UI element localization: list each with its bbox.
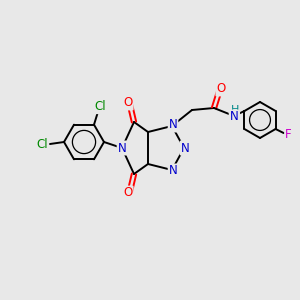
Text: Cl: Cl bbox=[36, 137, 48, 151]
Text: N: N bbox=[181, 142, 189, 154]
Text: O: O bbox=[123, 97, 133, 110]
Text: N: N bbox=[169, 164, 177, 178]
Text: N: N bbox=[230, 110, 238, 124]
Text: H: H bbox=[231, 105, 239, 115]
Text: N: N bbox=[118, 142, 126, 154]
Text: N: N bbox=[169, 118, 177, 131]
Text: O: O bbox=[123, 187, 133, 200]
Text: O: O bbox=[216, 82, 226, 95]
Text: Cl: Cl bbox=[94, 100, 106, 113]
Text: F: F bbox=[285, 128, 292, 140]
